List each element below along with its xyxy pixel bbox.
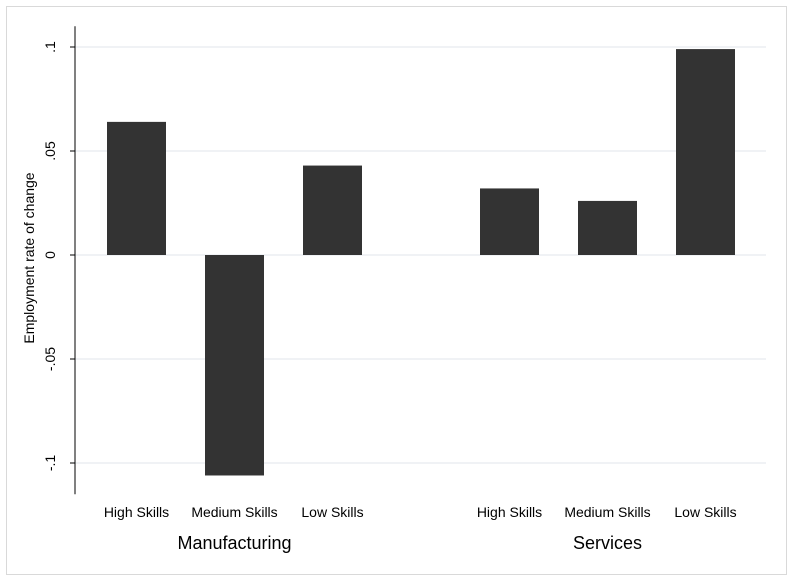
x-category-label: Medium Skills: [564, 504, 650, 520]
x-category-label: Low Skills: [301, 504, 363, 520]
y-tick-label: -.1: [42, 455, 58, 472]
bar: [205, 255, 264, 476]
y-tick-label: -.05: [42, 347, 58, 371]
y-tick-label: 0: [42, 251, 58, 259]
x-category-label: High Skills: [104, 504, 169, 520]
x-category-label: High Skills: [477, 504, 542, 520]
bars: [107, 49, 735, 476]
chart-frame: [6, 6, 787, 575]
x-category-labels: High Skills Medium Skills Low Skills High S…: [104, 504, 737, 520]
gridlines: [75, 46, 766, 464]
x-category-label: Medium Skills: [191, 504, 277, 520]
bar: [480, 188, 539, 255]
bar: [107, 121, 166, 255]
bar: [676, 49, 735, 255]
group-label: Manufacturing: [177, 533, 291, 553]
y-ticks: .1 .05 0 -.05 -.1: [42, 41, 75, 471]
bar: [578, 200, 637, 255]
group-label: Services: [573, 533, 642, 553]
y-tick-label: .1: [42, 41, 58, 53]
group-labels: Manufacturing Services: [177, 533, 642, 553]
bar: [303, 165, 362, 255]
y-tick-label: .05: [42, 141, 58, 161]
x-category-label: Low Skills: [674, 504, 736, 520]
y-axis-title: Employment rate of change: [21, 172, 37, 343]
